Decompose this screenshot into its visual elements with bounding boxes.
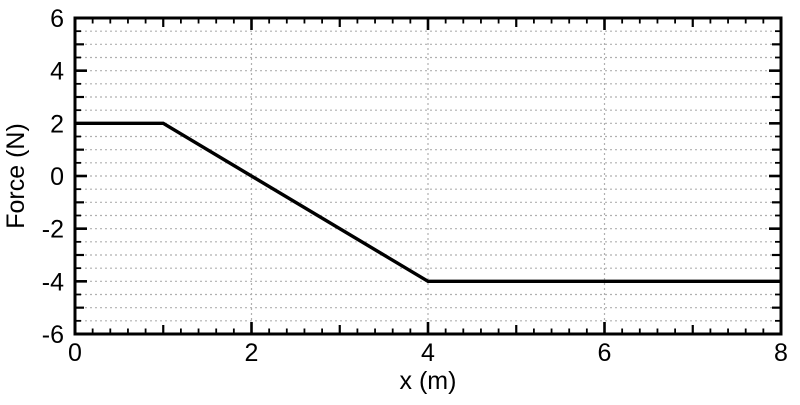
x-tick-label: 4 xyxy=(421,339,435,367)
x-axis-label: x (m) xyxy=(400,367,457,395)
y-tick-label: 6 xyxy=(50,5,64,33)
x-tick-label: 6 xyxy=(598,339,612,367)
x-tick-label: 0 xyxy=(68,339,82,367)
x-tick-label: 2 xyxy=(245,339,259,367)
y-tick-label: 2 xyxy=(50,110,64,138)
y-axis-label: Force (N) xyxy=(2,123,30,229)
y-tick-label: 4 xyxy=(50,58,64,86)
x-tick-label: 8 xyxy=(774,339,788,367)
data-line xyxy=(75,121,781,284)
y-tick-label: -6 xyxy=(42,321,64,349)
y-tick-label: -4 xyxy=(42,268,64,296)
y-tick-label: 0 xyxy=(50,163,64,191)
y-tick-label: -2 xyxy=(42,216,64,244)
